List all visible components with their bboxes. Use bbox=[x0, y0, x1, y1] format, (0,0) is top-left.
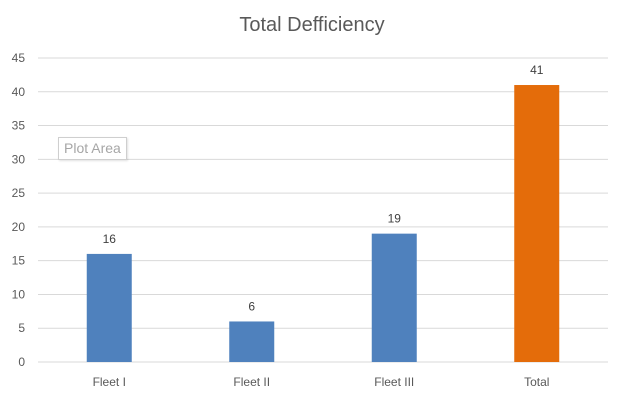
plot-area-tooltip: Plot Area bbox=[58, 137, 127, 160]
bar bbox=[86, 253, 132, 362]
y-tick-label: 10 bbox=[12, 287, 26, 301]
x-tick-label: Fleet II bbox=[233, 375, 270, 389]
x-tick-label: Fleet I bbox=[93, 375, 126, 389]
x-axis-ticks: Fleet I Fleet II Fleet III Total bbox=[93, 375, 550, 389]
bar bbox=[371, 233, 417, 362]
gridlines bbox=[38, 57, 608, 329]
y-tick-label: 0 bbox=[18, 355, 25, 369]
data-labels: 16 6 19 41 bbox=[103, 63, 544, 313]
data-label: 41 bbox=[530, 63, 544, 77]
y-tick-label: 15 bbox=[12, 254, 26, 268]
y-tick-label: 20 bbox=[12, 220, 26, 234]
bar bbox=[514, 85, 560, 363]
y-tick-label: 35 bbox=[12, 119, 26, 133]
y-tick-label: 45 bbox=[12, 51, 26, 65]
bar bbox=[229, 321, 275, 362]
data-label: 16 bbox=[103, 232, 117, 246]
x-tick-label: Fleet III bbox=[374, 375, 414, 389]
y-axis-ticks: 0 5 10 15 20 25 30 35 40 45 bbox=[12, 51, 26, 369]
bars bbox=[86, 85, 560, 363]
x-tick-label: Total bbox=[524, 375, 549, 389]
chart-title: Total Defficiency bbox=[239, 14, 384, 36]
data-label: 19 bbox=[388, 212, 402, 226]
y-tick-label: 40 bbox=[12, 85, 26, 99]
y-tick-label: 30 bbox=[12, 152, 26, 166]
y-tick-label: 25 bbox=[12, 186, 26, 200]
y-tick-label: 5 bbox=[18, 321, 25, 335]
data-label: 6 bbox=[248, 299, 255, 313]
